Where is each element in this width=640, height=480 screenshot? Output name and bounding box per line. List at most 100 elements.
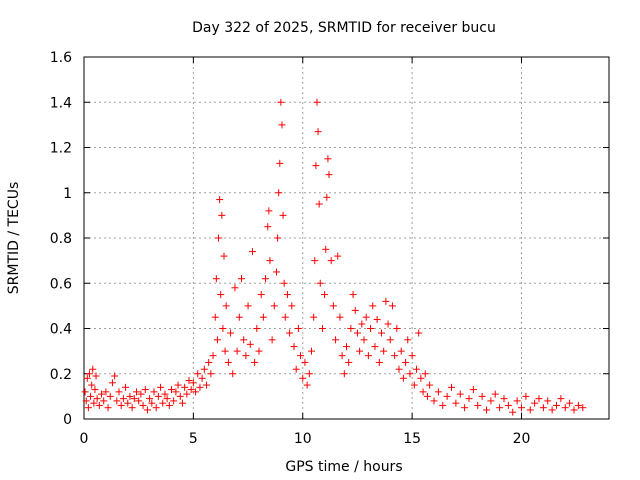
data-point <box>89 365 97 373</box>
data-point <box>404 336 412 344</box>
data-point <box>244 302 252 310</box>
data-point <box>251 358 259 366</box>
data-point <box>154 392 162 400</box>
data-point <box>104 404 112 412</box>
data-point <box>452 399 460 407</box>
data-point <box>544 397 552 405</box>
data-point <box>327 257 335 265</box>
data-point <box>290 343 298 351</box>
data-point <box>170 397 178 405</box>
data-point <box>410 381 418 389</box>
data-point <box>557 395 565 403</box>
data-point <box>163 395 171 403</box>
data-point <box>85 370 93 378</box>
data-point <box>373 315 381 323</box>
data-point <box>402 358 410 366</box>
data-point <box>209 352 217 360</box>
data-point <box>301 358 309 366</box>
chart-title: Day 322 of 2025, SRMTID for receiver buc… <box>192 20 496 36</box>
data-point <box>113 397 121 405</box>
x-tick-label: 0 <box>80 431 89 447</box>
data-point <box>213 336 221 344</box>
data-point <box>218 211 226 219</box>
data-point <box>548 406 556 414</box>
data-point <box>553 401 560 409</box>
data-point <box>216 196 224 204</box>
data-point <box>194 370 202 378</box>
data-point <box>513 397 521 405</box>
data-point <box>399 374 407 382</box>
data-point <box>231 284 239 292</box>
data-point <box>126 392 134 400</box>
data-point <box>351 306 359 314</box>
data-point <box>360 336 368 344</box>
data-point <box>88 381 96 389</box>
data-point <box>504 401 512 409</box>
data-point <box>90 399 98 407</box>
data-point <box>397 347 405 355</box>
data-point <box>318 325 326 332</box>
data-point <box>292 365 300 373</box>
data-point <box>211 313 219 321</box>
data-point <box>279 211 287 219</box>
data-point <box>168 386 175 394</box>
data-point <box>98 390 105 398</box>
data-point <box>393 325 401 332</box>
data-point <box>253 325 261 332</box>
data-point <box>185 377 193 385</box>
data-point <box>224 358 232 366</box>
data-point <box>283 291 291 299</box>
data-point <box>371 343 379 351</box>
data-point <box>491 390 499 398</box>
data-point <box>408 352 416 360</box>
data-point <box>434 388 442 396</box>
data-point <box>150 388 158 396</box>
data-point <box>343 343 350 351</box>
data-point <box>579 404 587 412</box>
y-tick-label: 0 <box>63 412 72 428</box>
data-point <box>286 329 294 337</box>
data-point <box>288 302 296 310</box>
data-point <box>264 223 272 231</box>
data-point <box>81 388 89 396</box>
data-point <box>221 347 229 355</box>
data-point <box>220 252 228 260</box>
data-point <box>100 397 108 405</box>
data-point <box>111 372 119 380</box>
data-point <box>338 352 346 360</box>
data-point <box>92 372 100 380</box>
data-point <box>347 325 355 332</box>
data-point <box>141 386 149 394</box>
data-point <box>93 395 101 403</box>
data-point <box>273 268 280 276</box>
data-point <box>353 329 361 337</box>
data-point <box>395 365 403 373</box>
data-point <box>128 404 136 412</box>
data-point <box>178 399 186 407</box>
data-point <box>262 275 270 283</box>
data-point <box>349 291 357 299</box>
data-point <box>159 399 167 407</box>
data-point <box>146 395 154 403</box>
data-point <box>323 193 331 201</box>
data-point <box>369 302 377 310</box>
axis-ticks: 0 5 10 15 20 0 0.2 0.4 0.6 0.8 1 1.2 1.4 1.6 <box>50 50 609 447</box>
data-point <box>312 162 320 170</box>
data-point <box>325 171 333 179</box>
data-point <box>313 98 321 106</box>
data-point <box>172 388 180 396</box>
data-point <box>137 390 145 398</box>
data-point <box>205 358 213 366</box>
data-point <box>183 390 191 398</box>
data-point <box>233 347 241 355</box>
data-point <box>303 381 311 389</box>
data-point <box>91 386 99 394</box>
data-point <box>281 313 289 321</box>
x-tick-label: 5 <box>189 431 198 447</box>
data-point <box>329 302 337 310</box>
data-point <box>388 302 396 310</box>
data-point <box>270 302 278 310</box>
data-points <box>81 98 587 416</box>
data-point <box>133 388 140 396</box>
data-point <box>242 352 250 360</box>
